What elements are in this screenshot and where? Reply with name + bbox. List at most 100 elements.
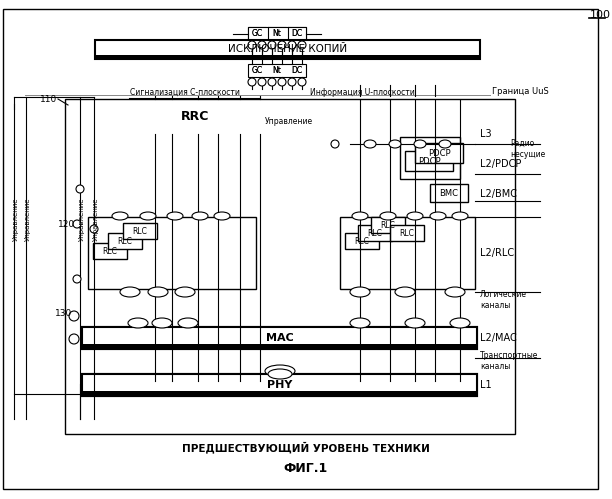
Ellipse shape xyxy=(265,365,295,377)
Text: Nt: Nt xyxy=(272,29,282,38)
Ellipse shape xyxy=(148,287,168,297)
Bar xyxy=(108,233,142,249)
Ellipse shape xyxy=(268,78,276,86)
Text: Транспортные
каналы: Транспортные каналы xyxy=(480,351,539,371)
Bar xyxy=(390,225,424,241)
Ellipse shape xyxy=(258,41,266,49)
Text: L2/BMC: L2/BMC xyxy=(480,189,517,199)
Text: GC: GC xyxy=(252,66,263,75)
Ellipse shape xyxy=(452,212,468,220)
Ellipse shape xyxy=(140,212,156,220)
Text: GC: GC xyxy=(252,66,263,75)
Text: RLC: RLC xyxy=(133,227,147,236)
Text: Управление: Управление xyxy=(25,197,31,241)
Bar xyxy=(123,223,157,239)
Ellipse shape xyxy=(350,318,370,328)
Ellipse shape xyxy=(167,212,183,220)
Ellipse shape xyxy=(405,318,425,328)
Text: 130: 130 xyxy=(54,309,72,318)
Bar xyxy=(82,391,477,396)
Text: L2/MAC: L2/MAC xyxy=(480,333,517,343)
Bar xyxy=(82,374,477,396)
Bar xyxy=(248,27,306,40)
Bar xyxy=(82,327,477,349)
Bar xyxy=(400,137,460,179)
Ellipse shape xyxy=(445,287,465,297)
Ellipse shape xyxy=(288,78,296,86)
Ellipse shape xyxy=(128,318,148,328)
Text: RLC: RLC xyxy=(118,237,132,246)
Bar xyxy=(65,99,515,434)
Ellipse shape xyxy=(258,78,266,86)
Ellipse shape xyxy=(268,369,292,379)
Text: MAC: MAC xyxy=(266,333,294,343)
Ellipse shape xyxy=(112,212,128,220)
Text: BMC: BMC xyxy=(439,189,458,198)
Ellipse shape xyxy=(248,78,256,86)
Bar xyxy=(95,55,480,59)
Ellipse shape xyxy=(73,275,81,283)
Ellipse shape xyxy=(298,78,306,86)
Text: Радио
несущие: Радио несущие xyxy=(510,139,545,159)
Text: 120: 120 xyxy=(58,220,75,229)
Ellipse shape xyxy=(192,212,208,220)
Text: Nt: Nt xyxy=(272,29,282,38)
Text: 100: 100 xyxy=(590,10,611,20)
Ellipse shape xyxy=(175,287,195,297)
Text: GC: GC xyxy=(252,29,263,38)
Bar xyxy=(88,217,256,289)
Text: Управление: Управление xyxy=(79,197,85,241)
Text: Nt: Nt xyxy=(272,66,282,75)
Ellipse shape xyxy=(450,318,470,328)
Text: Управление: Управление xyxy=(93,197,99,241)
Ellipse shape xyxy=(69,334,79,344)
Text: PDCP: PDCP xyxy=(417,157,440,166)
Text: RLC: RLC xyxy=(400,229,414,238)
Text: Информация U-плоскости: Информация U-плоскости xyxy=(310,87,415,96)
Text: ИСКЛЮЧЕНИЕ КОПИЙ: ИСКЛЮЧЕНИЕ КОПИЙ xyxy=(228,43,347,53)
Ellipse shape xyxy=(73,220,81,228)
Text: PDCP: PDCP xyxy=(428,149,450,158)
Ellipse shape xyxy=(331,140,339,148)
Text: Логические
каналы: Логические каналы xyxy=(480,290,527,310)
Ellipse shape xyxy=(430,212,446,220)
Text: Сигнализация С-плоскости: Сигнализация С-плоскости xyxy=(130,87,240,96)
Text: DC: DC xyxy=(291,29,302,38)
Text: Управление: Управление xyxy=(13,197,19,241)
Ellipse shape xyxy=(278,78,286,86)
Ellipse shape xyxy=(364,140,376,148)
Ellipse shape xyxy=(278,41,286,49)
Ellipse shape xyxy=(76,185,84,193)
Bar xyxy=(95,40,480,59)
Bar xyxy=(248,64,306,77)
Bar xyxy=(405,151,453,171)
Ellipse shape xyxy=(350,287,370,297)
Ellipse shape xyxy=(248,41,256,49)
Ellipse shape xyxy=(288,41,296,49)
Bar xyxy=(358,225,392,241)
Bar xyxy=(345,233,379,249)
Ellipse shape xyxy=(380,212,396,220)
Ellipse shape xyxy=(389,140,401,148)
Ellipse shape xyxy=(214,212,230,220)
Ellipse shape xyxy=(407,212,423,220)
Text: L1: L1 xyxy=(480,380,491,390)
Text: RRC: RRC xyxy=(181,110,209,123)
Ellipse shape xyxy=(178,318,198,328)
Bar xyxy=(415,143,463,163)
Ellipse shape xyxy=(268,41,276,49)
Text: DC: DC xyxy=(291,66,302,75)
Text: RLC: RLC xyxy=(381,221,395,230)
Text: RLC: RLC xyxy=(354,237,370,246)
Text: DC: DC xyxy=(291,29,302,38)
Text: L3: L3 xyxy=(480,129,491,139)
Text: GC: GC xyxy=(252,29,263,38)
Text: RLC: RLC xyxy=(103,247,118,255)
Bar xyxy=(82,374,477,396)
Text: Управление: Управление xyxy=(265,116,313,126)
Text: 110: 110 xyxy=(40,94,57,103)
Bar xyxy=(93,243,127,259)
Bar xyxy=(248,27,266,40)
Ellipse shape xyxy=(298,41,306,49)
Text: DC: DC xyxy=(291,66,302,75)
